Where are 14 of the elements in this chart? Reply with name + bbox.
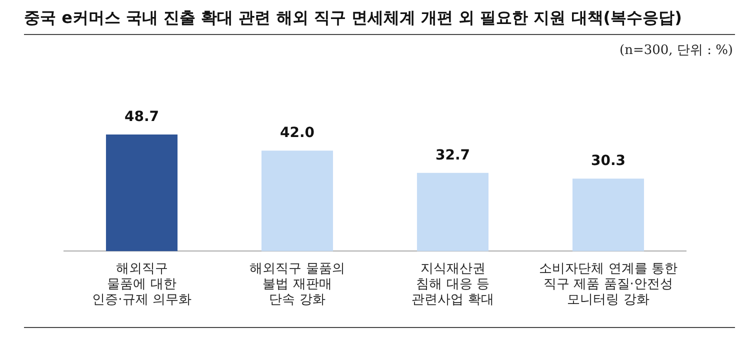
data-label: 42.0: [280, 125, 315, 142]
data-label: 48.7: [124, 109, 160, 126]
data-label: 30.3: [590, 153, 626, 170]
x-tick-label: 소비자단체 연계를 통한 직구 제품 품질·안전성 모니터링 강화: [539, 261, 678, 308]
x-tick-label: 해외직구 물품의 불법 재판매 단속 강화: [250, 261, 345, 308]
x-tick-label: 지식재산권 침해 대응 등 관련사업 확대: [412, 261, 494, 308]
bar: [106, 134, 178, 252]
x-tick-label: 해외직구 물품에 대한 인증·규제 의무화: [92, 261, 192, 308]
chart-title: 중국 e커머스 국내 진출 확대 관련 해외 직구 면세체계 개편 외 필요한 지원 대책(복수응답): [24, 8, 682, 29]
data-label: 32.7: [435, 147, 470, 164]
bar: [261, 150, 334, 252]
bar: [416, 172, 489, 252]
bar: [572, 178, 644, 252]
chart-subtitle: (n=300, 단위 : %): [620, 42, 733, 59]
